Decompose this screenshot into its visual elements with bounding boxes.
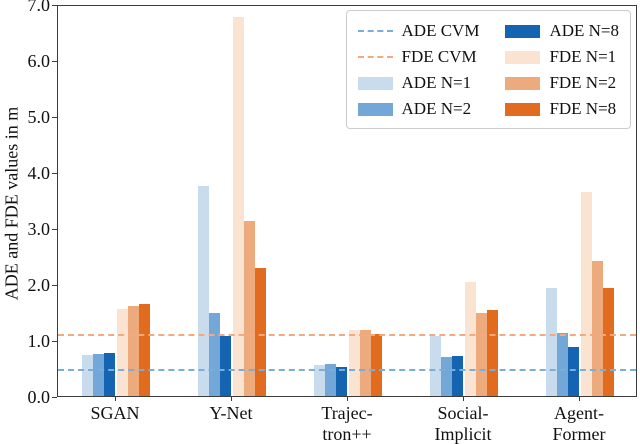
legend-dashed-line-swatch	[357, 30, 393, 32]
bar-fde-n-8	[371, 333, 382, 396]
plot-area: ADE CVM FDE CVM ADE N=1 ADE N=2 ADE N=8 FDE N…	[57, 5, 637, 397]
y-tick-mark	[52, 4, 57, 6]
bar-fde-n-8	[603, 288, 614, 396]
reference-line-ade-cvm	[58, 369, 636, 371]
legend-column: ADE CVM FDE CVM ADE N=1 ADE N=2	[357, 18, 480, 122]
x-tick-mark	[230, 397, 232, 401]
y-tick-label: 3.0	[27, 219, 51, 239]
y-tick-label: 2.0	[27, 275, 51, 295]
legend-entry: ADE N=2	[357, 96, 480, 122]
bar-ade-n-8	[220, 335, 231, 396]
y-tick-mark	[52, 116, 57, 118]
bar-ade-n-1	[198, 186, 209, 396]
legend-color-swatch	[357, 102, 393, 116]
bar-fde-n-1	[465, 282, 476, 396]
legend-entry: ADE N=8	[505, 18, 619, 44]
bar-ade-n-1	[546, 287, 557, 396]
legend-label: FDE N=2	[549, 73, 617, 92]
y-tick-label: 7.0	[27, 0, 51, 15]
y-tick-label: 5.0	[27, 107, 51, 127]
legend-label: FDE N=8	[549, 99, 617, 118]
legend-color-swatch	[357, 76, 393, 90]
y-axis-title: ADE and FDE values in m	[1, 106, 22, 301]
y-tick-label: 4.0	[27, 163, 51, 183]
y-tick-mark	[52, 340, 57, 342]
legend-column: ADE N=8 FDE N=1 FDE N=2 FDE N=8	[505, 18, 619, 122]
legend-entry: ADE N=1	[357, 70, 480, 96]
legend-label: FDE N=1	[549, 47, 617, 66]
x-tick-label: Agent- Former	[552, 403, 606, 444]
bar-ade-n-8	[568, 347, 579, 396]
y-tick-mark	[52, 284, 57, 286]
legend-label: FDE CVM	[401, 47, 477, 66]
bar-ade-n-8	[336, 366, 347, 396]
legend-dashed-line-swatch	[357, 56, 393, 58]
bar-fde-n-2	[244, 221, 255, 396]
y-tick-label: 1.0	[27, 331, 51, 351]
bar-fde-n-8	[255, 268, 266, 396]
bar-fde-n-1	[233, 17, 244, 396]
bar-ade-n-8	[452, 355, 463, 396]
bar-ade-n-2	[93, 354, 104, 396]
bar-ade-n-1	[82, 355, 93, 396]
reference-line-fde-cvm	[58, 333, 636, 336]
bar-fde-n-2	[360, 330, 371, 396]
x-tick-label: Y-Net	[209, 403, 253, 423]
bar-ade-n-2	[325, 364, 336, 396]
legend-entry: ADE CVM	[357, 18, 480, 44]
bar-fde-n-2	[128, 306, 139, 396]
y-tick-mark	[52, 172, 57, 174]
x-tick-mark	[578, 397, 580, 401]
x-tick-mark	[346, 397, 348, 401]
bar-fde-n-8	[139, 304, 150, 396]
bar-ade-n-2	[209, 313, 220, 396]
y-tick-mark	[52, 396, 57, 398]
y-tick-label: 6.0	[27, 51, 51, 71]
legend-label: ADE N=1	[401, 73, 472, 92]
legend-color-swatch	[505, 102, 541, 116]
bar-fde-n-8	[487, 310, 498, 396]
bar-fde-n-1	[349, 329, 360, 396]
bar-ade-n-2	[557, 332, 568, 396]
bar-fde-n-2	[592, 261, 603, 396]
bar-fde-n-2	[476, 312, 487, 396]
y-tick-label: 0.0	[27, 387, 51, 407]
legend-entry: FDE N=1	[505, 44, 619, 70]
bar-fde-n-1	[581, 192, 592, 396]
legend-color-swatch	[505, 24, 541, 38]
x-tick-mark	[114, 397, 116, 401]
x-tick-label: SGAN	[90, 403, 140, 423]
legend-color-swatch	[505, 50, 541, 64]
x-tick-mark	[462, 397, 464, 401]
legend: ADE CVM FDE CVM ADE N=1 ADE N=2 ADE N=8 FDE N…	[345, 10, 631, 129]
legend-color-swatch	[505, 76, 541, 90]
bar-ade-n-1	[430, 335, 441, 396]
y-tick-mark	[52, 60, 57, 62]
bar-ade-n-8	[104, 353, 115, 396]
x-tick-label: Trajec-tron++	[321, 403, 373, 444]
legend-entry: FDE N=8	[505, 96, 619, 122]
bar-ade-n-2	[441, 356, 452, 396]
legend-entry: FDE N=2	[505, 70, 619, 96]
bar-ade-n-1	[314, 365, 325, 396]
y-tick-mark	[52, 228, 57, 230]
x-tick-label: Social- Implicit	[434, 403, 492, 444]
legend-label: ADE N=8	[549, 21, 619, 40]
bar-fde-n-1	[117, 308, 128, 396]
legend-label: ADE CVM	[401, 21, 480, 40]
legend-label: ADE N=2	[401, 99, 472, 118]
legend-entry: FDE CVM	[357, 44, 480, 70]
